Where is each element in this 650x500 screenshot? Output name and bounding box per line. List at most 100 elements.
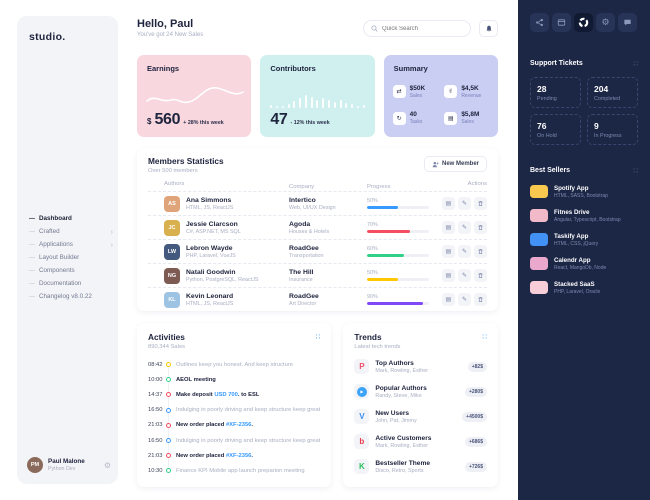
status-dot: [166, 392, 171, 398]
chat-nav-button[interactable]: [618, 13, 637, 32]
delete-button[interactable]: [474, 269, 487, 282]
details-icon: ▤: [445, 297, 452, 303]
stat-box-in-progress: 9 In Progress: [587, 114, 638, 145]
brand-logo: studio.: [29, 31, 66, 43]
new-member-button[interactable]: New Member: [423, 156, 487, 172]
progress-percent: 90%: [367, 294, 378, 300]
edit-button[interactable]: ✎: [458, 269, 471, 282]
sidebar-item-documentation[interactable]: — Documentation: [29, 277, 113, 290]
edit-button[interactable]: ✎: [458, 221, 471, 234]
col-progress: Progress: [367, 183, 391, 190]
sidebar-item-layout-builder[interactable]: — Layout Builder: [29, 251, 113, 264]
currency-symbol: $: [147, 117, 152, 126]
activity-time: 10:30: [148, 467, 163, 474]
stat-value: 9: [594, 121, 599, 131]
status-dot: [166, 422, 171, 428]
details-button[interactable]: ▤: [442, 269, 455, 282]
trend-item[interactable]: K Bestseller Theme Disco, Retro, Sports …: [354, 454, 487, 479]
col-company: Company: [289, 183, 315, 190]
search-box[interactable]: [363, 20, 471, 37]
card-title: Contributors: [270, 64, 316, 73]
trend-item[interactable]: ▶ Popular Authors Randy, Steve, Mike +28…: [354, 379, 487, 404]
best-sellers-list: Spotify App HTML, SASS, Bootstrap Fitnes…: [530, 185, 638, 295]
stat-label: Pending: [537, 96, 557, 102]
summary-value: $4,5K: [461, 84, 479, 92]
trend-name: Popular Authors: [375, 384, 427, 392]
col-authors: Authors: [164, 180, 185, 187]
widget-menu-icon[interactable]: ∷: [633, 59, 638, 68]
progress-percent: 50%: [367, 198, 378, 204]
best-seller-item[interactable]: Spotify App HTML, SASS, Bootstrap: [530, 185, 638, 199]
current-user[interactable]: PM Paul Malone Python Dev ⚙: [27, 457, 111, 473]
search-input[interactable]: [382, 25, 463, 32]
trend-item[interactable]: b Active Customers Mark, Rowling, Esther…: [354, 429, 487, 454]
trend-name: Top Authors: [375, 359, 414, 367]
notification-button[interactable]: [479, 20, 498, 37]
left-sidebar: studio. — Dashboard — Crafted › — Applic…: [17, 16, 118, 484]
author-name[interactable]: Natali Goodwin: [186, 268, 236, 276]
delete-button[interactable]: [474, 221, 487, 234]
product-name: Calendr App: [554, 256, 591, 264]
layout-nav-button[interactable]: [552, 13, 571, 32]
trend-desc: Disco, Retro, Sports: [375, 467, 424, 474]
contributors-card[interactable]: Contributors 47 - 12% this week: [260, 55, 375, 137]
activity-timeline: 08:42 Outlines keep you honest. And keep…: [148, 357, 320, 479]
progress-percent: 60%: [367, 246, 378, 252]
sidebar-item-dashboard[interactable]: — Dashboard: [29, 212, 113, 225]
widget-menu-icon[interactable]: ∷: [315, 332, 321, 341]
best-seller-item[interactable]: Calendr App React, MangoDb, Node: [530, 256, 638, 271]
dash-icon: —: [29, 293, 35, 300]
summary-item-sales-2: ▤ $5,8M Sales: [444, 108, 492, 130]
share-nav-button[interactable]: [530, 13, 549, 32]
avatar: JC: [164, 219, 180, 236]
details-button[interactable]: ▤: [442, 245, 455, 258]
activity-link[interactable]: USD 700: [214, 391, 238, 398]
details-button[interactable]: ▤: [442, 293, 455, 306]
spinner-nav-button[interactable]: [574, 13, 593, 32]
edit-button[interactable]: ✎: [458, 293, 471, 306]
details-button[interactable]: ▤: [442, 221, 455, 234]
sidebar-item-crafted[interactable]: — Crafted ›: [29, 225, 113, 238]
details-button[interactable]: ▤: [442, 197, 455, 210]
author-name[interactable]: Jessie Clarcson: [186, 220, 238, 228]
trend-item[interactable]: P Top Authors Mark, Rowling, Esther +82$: [354, 354, 487, 379]
table-header: Authors Company Progress Actions: [148, 176, 487, 191]
delete-button[interactable]: [474, 245, 487, 258]
best-seller-item[interactable]: Stacked SaaS PHP, Laravel, Oracle: [530, 281, 638, 295]
avatar: LW: [164, 243, 180, 260]
vimeo-icon: V: [359, 412, 365, 421]
trend-item[interactable]: V New Users John, Pat, Jimmy +4500$: [354, 404, 487, 429]
sidebar-item-applications[interactable]: — Applications ›: [29, 238, 113, 251]
settings-nav-button[interactable]: ⚙: [596, 13, 615, 32]
earnings-sparkline: [146, 87, 244, 104]
widget-menu-icon[interactable]: ∷: [482, 332, 487, 341]
delete-button[interactable]: [474, 197, 487, 210]
chat-icon: [624, 19, 631, 26]
author-name[interactable]: Kevin Leonard: [186, 292, 234, 300]
trend-name: Active Customers: [375, 434, 432, 442]
sidebar-item-changelog[interactable]: — Changelog v8.0.22: [29, 290, 113, 303]
progress-bar: [367, 206, 429, 209]
best-seller-item[interactable]: Fitnes Drive Angular, Typescript, Bootst…: [530, 209, 638, 223]
delete-button[interactable]: [474, 293, 487, 306]
trends-card: Trends Latest tech trends ∷ P Top Author…: [343, 323, 498, 487]
status-dot: [166, 362, 171, 368]
summary-card[interactable]: Summary ⇄ $50K Sales ✌ $4,5K Revenue: [383, 55, 498, 137]
widget-menu-icon[interactable]: ∷: [633, 166, 638, 175]
company-industry: Web, UI/UX Design: [289, 204, 336, 211]
trend-name: New Users: [375, 409, 410, 417]
gear-icon[interactable]: ⚙: [103, 460, 111, 470]
earnings-card[interactable]: Earnings $ 560 + 28% this week: [137, 55, 252, 137]
activity-item: 21:03 New order placed #XF-2356.: [148, 452, 254, 459]
activity-link[interactable]: #XF-2356: [225, 422, 252, 429]
activity-link[interactable]: #XF-2356: [225, 452, 252, 459]
user-role: Python Dev: [48, 466, 76, 472]
author-name[interactable]: Lebron Wayde: [186, 244, 233, 252]
best-seller-item[interactable]: Taskify App HTML, CSS, jQuery: [530, 233, 638, 247]
sidebar-item-components[interactable]: — Components: [29, 264, 113, 277]
gear-icon: ⚙: [601, 17, 610, 27]
edit-button[interactable]: ✎: [458, 197, 471, 210]
edit-button[interactable]: ✎: [458, 245, 471, 258]
trend-badge: +82$: [467, 361, 487, 372]
author-name[interactable]: Ana Simmons: [186, 196, 232, 204]
